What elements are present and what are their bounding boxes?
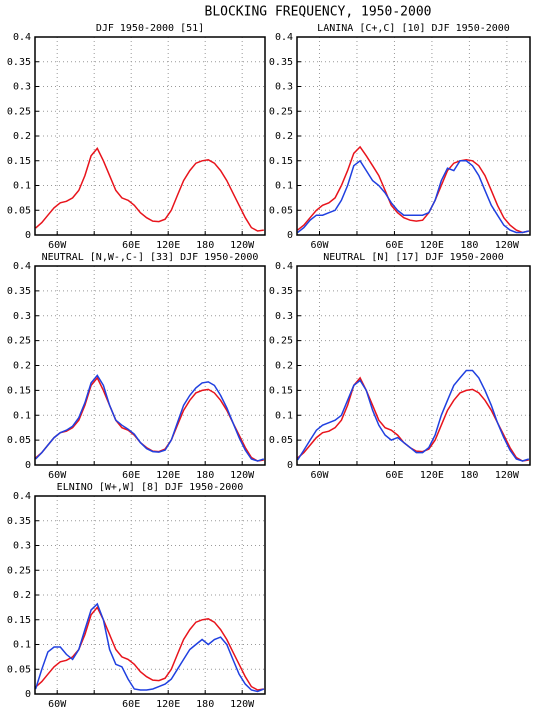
y-tick-label: 0.2 — [275, 131, 293, 142]
panel-title: NEUTRAL [N] [17] DJF 1950-2000 — [323, 252, 504, 263]
y-tick-label: 0.3 — [275, 82, 293, 93]
x-tick-label: 180 — [196, 240, 214, 251]
y-tick-label: 0.25 — [7, 106, 31, 117]
panel: NEUTRAL [N] [17] DJF 1950-2000 0 0.05 0.1 0.… — [269, 252, 531, 481]
frame — [296, 36, 531, 236]
x-tick-label: 120E — [420, 240, 444, 251]
y-tick-label: 0 — [25, 689, 31, 700]
y-tick-label: 0.35 — [7, 516, 31, 527]
panel: ELNINO [W+,W] [8] DJF 1950-2000 0 0.05 0.1 0… — [7, 482, 266, 710]
x-tick-label: 60W — [310, 470, 329, 481]
y-tick-label: 0.25 — [269, 336, 293, 347]
x-tick-label: 120W — [230, 470, 255, 481]
x-tick-label: 180 — [460, 470, 478, 481]
y-tick-label: 0.25 — [7, 336, 31, 347]
x-tick-label: 60E — [122, 240, 140, 251]
x-tick-label: 120W — [230, 699, 255, 710]
y-tick-label: 0.35 — [269, 286, 293, 297]
y-tick-label: 0.1 — [13, 181, 31, 192]
y-tick-label: 0.35 — [269, 57, 293, 68]
x-tick-label: 60E — [385, 240, 403, 251]
y-tick-label: 0 — [25, 460, 31, 471]
y-tick-label: 0.1 — [275, 181, 293, 192]
y-tick-label: 0.1 — [275, 410, 293, 421]
y-tick-label: 0.2 — [13, 131, 31, 142]
y-tick-label: 0.3 — [13, 82, 31, 93]
data-line — [297, 145, 529, 234]
x-tick-label: 120E — [156, 240, 180, 251]
x-tick-label: 180 — [196, 470, 214, 481]
y-tick-label: 0 — [287, 460, 293, 471]
panel-title: LANINA [C+,C] [10] DJF 1950-2000 — [317, 23, 510, 34]
data-line — [35, 606, 264, 691]
y-tick-label: 0.4 — [13, 491, 31, 502]
y-tick-label: 0.15 — [269, 156, 293, 167]
x-tick-label: 60W — [48, 470, 67, 481]
y-tick-label: 0 — [25, 230, 31, 241]
y-tick-label: 0.2 — [13, 361, 31, 372]
y-tick-label: 0.1 — [13, 410, 31, 421]
y-tick-label: 0 — [287, 230, 293, 241]
y-tick-label: 0.3 — [13, 541, 31, 552]
y-tick-label: 0.05 — [7, 205, 31, 216]
y-tick-label: 0.2 — [13, 590, 31, 601]
y-tick-label: 0.05 — [269, 435, 293, 446]
y-tick-label: 0.35 — [7, 57, 31, 68]
x-tick-label: 60E — [122, 699, 140, 710]
x-tick-label: 120E — [156, 470, 180, 481]
x-tick-label: 120E — [420, 470, 444, 481]
y-tick-label: 0.3 — [13, 311, 31, 322]
y-tick-label: 0.05 — [269, 205, 293, 216]
y-tick-label: 0.35 — [7, 286, 31, 297]
x-tick-label: 120W — [495, 470, 520, 481]
panel: LANINA [C+,C] [10] DJF 1950-2000 0 0.05 0.1… — [269, 23, 531, 251]
frame — [34, 265, 266, 466]
panel: NEUTRAL [N,W-,C-] [33] DJF 1950-2000 0 0.0… — [7, 252, 266, 481]
y-tick-label: 0.1 — [13, 640, 31, 651]
data-line — [297, 369, 530, 462]
panel-title: ELNINO [W+,W] [8] DJF 1950-2000 — [57, 482, 244, 493]
y-tick-label: 0.15 — [7, 156, 31, 167]
panel-title: DJF 1950-2000 [51] — [96, 23, 204, 34]
y-tick-label: 0.05 — [7, 664, 31, 675]
data-line — [35, 376, 264, 462]
frame — [34, 495, 266, 695]
y-tick-label: 0.4 — [275, 261, 293, 272]
y-tick-label: 0.15 — [269, 385, 293, 396]
x-tick-label: 60W — [310, 240, 329, 251]
figure-title: BLOCKING FREQUENCY, 1950-2000 — [205, 5, 432, 20]
x-tick-label: 120W — [230, 240, 255, 251]
y-tick-label: 0.4 — [275, 32, 293, 43]
frame — [296, 265, 531, 466]
data-line — [35, 374, 265, 462]
y-tick-label: 0.15 — [7, 385, 31, 396]
y-tick-label: 0.3 — [275, 311, 293, 322]
x-tick-label: 60E — [385, 470, 403, 481]
x-tick-label: 120W — [495, 240, 520, 251]
panel-title: NEUTRAL [N,W-,C-] [33] DJF 1950-2000 — [42, 252, 259, 263]
y-tick-label: 0.05 — [7, 435, 31, 446]
y-tick-label: 0.4 — [13, 261, 31, 272]
data-line — [35, 147, 264, 232]
frame — [34, 36, 266, 236]
panel: DJF 1950-2000 [51] 0 0.05 0.1 0.15 0.2 0.25 0.3… — [7, 23, 266, 251]
x-tick-label: 120E — [156, 699, 180, 710]
x-tick-label: 60W — [48, 240, 67, 251]
x-tick-label: 60W — [48, 699, 67, 710]
x-tick-label: 60E — [122, 470, 140, 481]
y-tick-label: 0.25 — [269, 106, 293, 117]
x-tick-label: 180 — [460, 240, 478, 251]
y-tick-label: 0.25 — [7, 565, 31, 576]
data-line — [35, 602, 265, 693]
y-tick-label: 0.15 — [7, 615, 31, 626]
y-tick-label: 0.2 — [275, 361, 293, 372]
y-tick-label: 0.4 — [13, 32, 31, 43]
x-tick-label: 180 — [196, 699, 214, 710]
data-line — [297, 159, 529, 234]
